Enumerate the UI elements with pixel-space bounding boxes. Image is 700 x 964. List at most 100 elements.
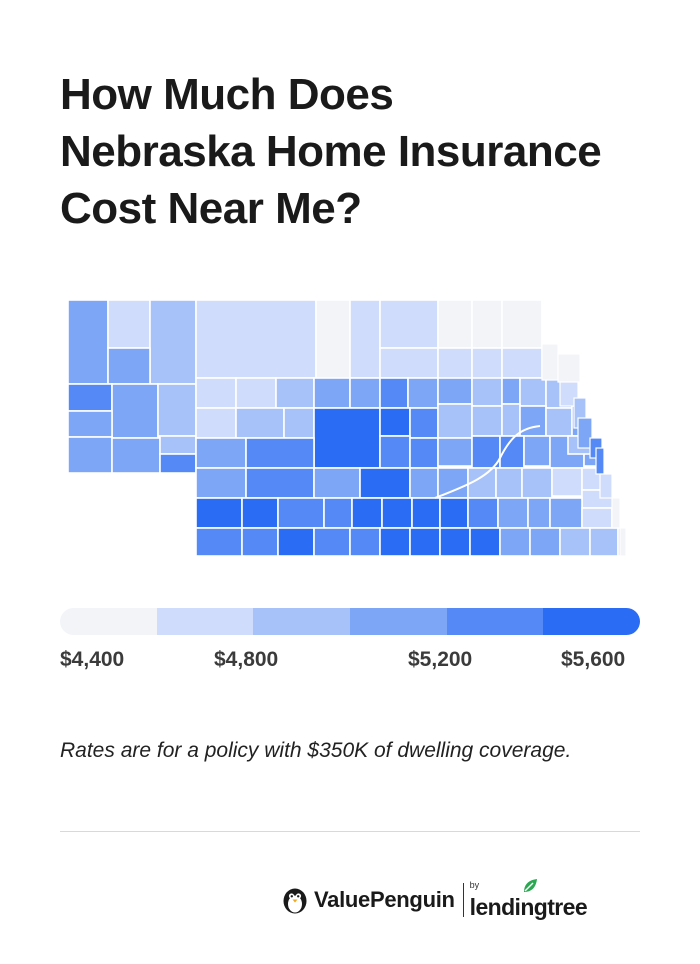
- county-61: [523, 435, 551, 467]
- county-31: [379, 377, 409, 409]
- county-88: [497, 497, 529, 529]
- county-56: [379, 435, 411, 469]
- cost-legend-bar: [60, 608, 640, 635]
- legend-segment-2: [156, 608, 254, 635]
- footer-logos: ValuePenguin by lendingtree: [282, 878, 588, 922]
- county-14: [315, 299, 351, 381]
- leaf-icon: [523, 879, 537, 892]
- county-81: [277, 497, 325, 529]
- county-91: [581, 507, 613, 529]
- page-title: How Much Does Nebraska Home Insurance Co…: [60, 66, 660, 237]
- lendingtree-logo: by lendingtree: [469, 879, 588, 920]
- county-24: [471, 347, 503, 381]
- county-48: [519, 405, 547, 437]
- county-101: [469, 527, 501, 557]
- county-102: [499, 527, 531, 557]
- county-17: [437, 299, 473, 349]
- legend-segment-5: [446, 608, 544, 635]
- county-44: [409, 407, 439, 439]
- county-34: [471, 377, 503, 407]
- county-layer: [67, 299, 640, 557]
- county-8: [67, 410, 113, 438]
- county-80: [241, 497, 279, 529]
- county-67: [245, 467, 315, 499]
- legend-label-4400: $4,400: [60, 648, 125, 671]
- county-13: [195, 299, 317, 379]
- county-58: [437, 437, 473, 467]
- legend-label-4800: $4,800: [214, 648, 279, 671]
- county-26: [195, 377, 237, 409]
- county-87: [467, 497, 499, 529]
- county-10: [111, 437, 161, 474]
- county-94: [241, 527, 279, 557]
- county-43: [379, 407, 411, 437]
- title-line-3: Cost Near Me?: [60, 184, 362, 233]
- county-82: [323, 497, 353, 529]
- river-county-9: [611, 497, 621, 529]
- legend-segment-4: [350, 608, 447, 635]
- county-7: [157, 383, 197, 437]
- map-svg: [60, 298, 640, 560]
- county-96: [313, 527, 351, 557]
- county-95: [277, 527, 315, 557]
- county-45: [437, 403, 473, 439]
- county-23: [437, 347, 473, 381]
- county-98: [379, 527, 411, 557]
- nebraska-county-map: [60, 298, 640, 560]
- county-41: [283, 407, 315, 439]
- county-11: [159, 435, 197, 455]
- county-104: [559, 527, 591, 557]
- county-1: [67, 299, 109, 385]
- county-30: [349, 377, 381, 409]
- platte-river-line: [434, 425, 541, 499]
- county-32: [407, 377, 439, 409]
- river-county-2: [557, 353, 581, 383]
- valuepenguin-wordmark: ValuePenguin: [314, 887, 455, 912]
- county-36: [519, 377, 547, 407]
- county-12: [159, 453, 197, 474]
- river-county-1: [541, 343, 559, 381]
- county-2: [107, 299, 151, 349]
- county-74: [521, 467, 553, 499]
- legend-segment-6: [543, 608, 640, 635]
- county-19: [501, 299, 543, 349]
- county-42: [313, 407, 381, 469]
- county-68: [313, 467, 361, 499]
- coverage-note: Rates are for a policy with $350K of dwe…: [60, 739, 572, 762]
- penguin-icon: [283, 888, 307, 914]
- lendingtree-wordmark: lendingtree: [469, 894, 588, 920]
- county-100: [439, 527, 471, 557]
- county-75: [551, 467, 583, 497]
- legend-segment-3: [253, 608, 351, 635]
- county-16: [379, 299, 439, 349]
- county-25: [501, 347, 543, 379]
- county-69: [359, 467, 411, 499]
- county-59: [471, 435, 501, 469]
- county-35: [501, 377, 521, 405]
- county-57: [409, 437, 439, 469]
- county-33: [437, 377, 473, 405]
- legend-label-5200: $5,200: [408, 648, 473, 671]
- county-66: [195, 467, 247, 499]
- river-county-8: [599, 473, 613, 499]
- county-54: [195, 437, 247, 469]
- county-29: [313, 377, 351, 409]
- legend-label-5600: $5,600: [561, 648, 626, 671]
- county-83: [351, 497, 383, 529]
- title-line-2: Nebraska Home Insurance: [60, 127, 602, 176]
- county-55: [245, 437, 315, 469]
- county-105: [589, 527, 619, 557]
- county-22: [379, 347, 439, 379]
- county-46: [471, 405, 503, 437]
- county-28: [275, 377, 315, 409]
- river-county-10: [619, 527, 627, 557]
- by-label: by: [469, 880, 480, 890]
- county-84: [381, 497, 413, 529]
- county-5: [67, 383, 113, 412]
- footer-divider: [60, 831, 640, 832]
- county-3: [149, 299, 197, 385]
- logo-separator: [462, 883, 464, 917]
- county-15: [349, 299, 381, 379]
- county-70: [409, 467, 439, 499]
- county-86: [439, 497, 469, 529]
